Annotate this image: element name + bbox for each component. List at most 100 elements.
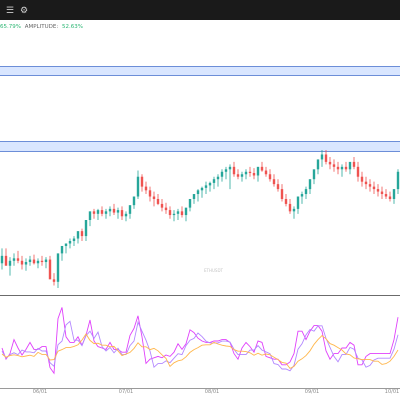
candle-body[interactable] — [188, 198, 192, 208]
candle-body[interactable] — [292, 208, 296, 212]
candle-body[interactable] — [80, 231, 84, 237]
candle-body[interactable] — [288, 203, 292, 212]
candle-body[interactable] — [320, 154, 324, 160]
candle-body[interactable] — [52, 279, 56, 282]
candle-body[interactable] — [120, 210, 124, 217]
candle-body[interactable] — [0, 255, 4, 264]
candle-body[interactable] — [376, 189, 380, 192]
candle-body[interactable] — [60, 245, 64, 254]
candle-body[interactable] — [364, 181, 368, 185]
candle-body[interactable] — [180, 211, 184, 216]
candle-body[interactable] — [56, 253, 60, 282]
candle-body[interactable] — [396, 171, 400, 190]
candle-body[interactable] — [192, 194, 196, 199]
range-band-bottom[interactable] — [0, 141, 400, 152]
candle-body[interactable] — [220, 171, 224, 177]
candle-body[interactable] — [352, 161, 356, 167]
candle-body[interactable] — [388, 196, 392, 199]
candle-body[interactable] — [208, 182, 212, 186]
candle-body[interactable] — [108, 208, 112, 212]
candle-body[interactable] — [368, 184, 372, 187]
candle-body[interactable] — [184, 207, 188, 216]
candle-body[interactable] — [372, 186, 376, 190]
candle-body[interactable] — [236, 174, 240, 177]
candle-body[interactable] — [124, 213, 128, 217]
oscillator-pane[interactable] — [0, 296, 400, 386]
pane-divider[interactable] — [0, 295, 400, 296]
candle-body[interactable] — [384, 194, 388, 197]
candle-body[interactable] — [24, 262, 28, 265]
candle-body[interactable] — [32, 259, 36, 264]
candle-body[interactable] — [272, 179, 276, 185]
candle-body[interactable] — [64, 243, 68, 246]
candle-body[interactable] — [224, 169, 228, 172]
candle-body[interactable] — [348, 161, 352, 170]
candle-body[interactable] — [148, 190, 152, 197]
candle-body[interactable] — [204, 185, 208, 188]
candle-body[interactable] — [196, 190, 200, 195]
candle-body[interactable] — [248, 171, 252, 174]
candle-body[interactable] — [296, 196, 300, 209]
grid-icon[interactable]: ☰ — [5, 5, 15, 15]
candle-body[interactable] — [340, 166, 344, 170]
candle-body[interactable] — [256, 166, 260, 176]
candle-body[interactable] — [88, 211, 92, 220]
candle-body[interactable] — [264, 170, 268, 175]
candle-body[interactable] — [160, 203, 164, 208]
candle-body[interactable] — [36, 260, 40, 264]
candle-body[interactable] — [104, 211, 108, 214]
candle-body[interactable] — [316, 159, 320, 170]
candle-body[interactable] — [312, 169, 316, 180]
candle-body[interactable] — [232, 166, 236, 175]
candle-body[interactable] — [356, 166, 360, 177]
candle-body[interactable] — [212, 179, 216, 183]
candle-body[interactable] — [72, 238, 76, 242]
candle-body[interactable] — [252, 173, 256, 176]
candle-body[interactable] — [380, 191, 384, 195]
candle-body[interactable] — [360, 176, 364, 182]
candle-body[interactable] — [84, 220, 88, 237]
candle-body[interactable] — [144, 186, 148, 191]
candle-body[interactable] — [8, 260, 12, 266]
candle-body[interactable] — [48, 259, 52, 280]
candle-body[interactable] — [328, 161, 332, 165]
candle-body[interactable] — [244, 171, 248, 175]
candle-body[interactable] — [324, 154, 328, 162]
candle-body[interactable] — [44, 259, 48, 263]
candle-body[interactable] — [76, 231, 80, 239]
candle-body[interactable] — [68, 241, 72, 244]
candle-body[interactable] — [216, 176, 220, 180]
candle-body[interactable] — [336, 166, 340, 170]
candle-body[interactable] — [40, 260, 44, 263]
candle-body[interactable] — [240, 174, 244, 177]
candle-body[interactable] — [280, 189, 284, 199]
candle-body[interactable] — [128, 205, 132, 214]
candle-body[interactable] — [164, 207, 168, 211]
candle-body[interactable] — [20, 260, 24, 265]
candle-body[interactable] — [112, 208, 116, 213]
candle-body[interactable] — [332, 164, 336, 167]
range-band-top[interactable] — [0, 66, 400, 76]
candle-body[interactable] — [96, 210, 100, 214]
candle-body[interactable] — [304, 189, 308, 195]
candle-body[interactable] — [92, 211, 96, 214]
candle-body[interactable] — [200, 187, 204, 191]
candle-body[interactable] — [136, 176, 140, 197]
candle-body[interactable] — [228, 166, 232, 170]
candle-body[interactable] — [12, 258, 16, 261]
candle-body[interactable] — [308, 179, 312, 190]
candlestick-chart[interactable] — [0, 150, 400, 290]
candle-body[interactable] — [16, 258, 20, 261]
candle-body[interactable] — [176, 211, 180, 214]
candle-body[interactable] — [392, 189, 396, 199]
candle-body[interactable] — [140, 176, 144, 187]
candle-body[interactable] — [100, 210, 104, 214]
candle-body[interactable] — [268, 174, 272, 180]
candle-body[interactable] — [300, 194, 304, 197]
candle-body[interactable] — [284, 198, 288, 204]
candle-body[interactable] — [260, 166, 264, 171]
candle-body[interactable] — [172, 213, 176, 216]
candle-body[interactable] — [152, 196, 156, 199]
candle-body[interactable] — [116, 210, 120, 213]
gear-icon[interactable]: ⚙ — [19, 5, 29, 15]
